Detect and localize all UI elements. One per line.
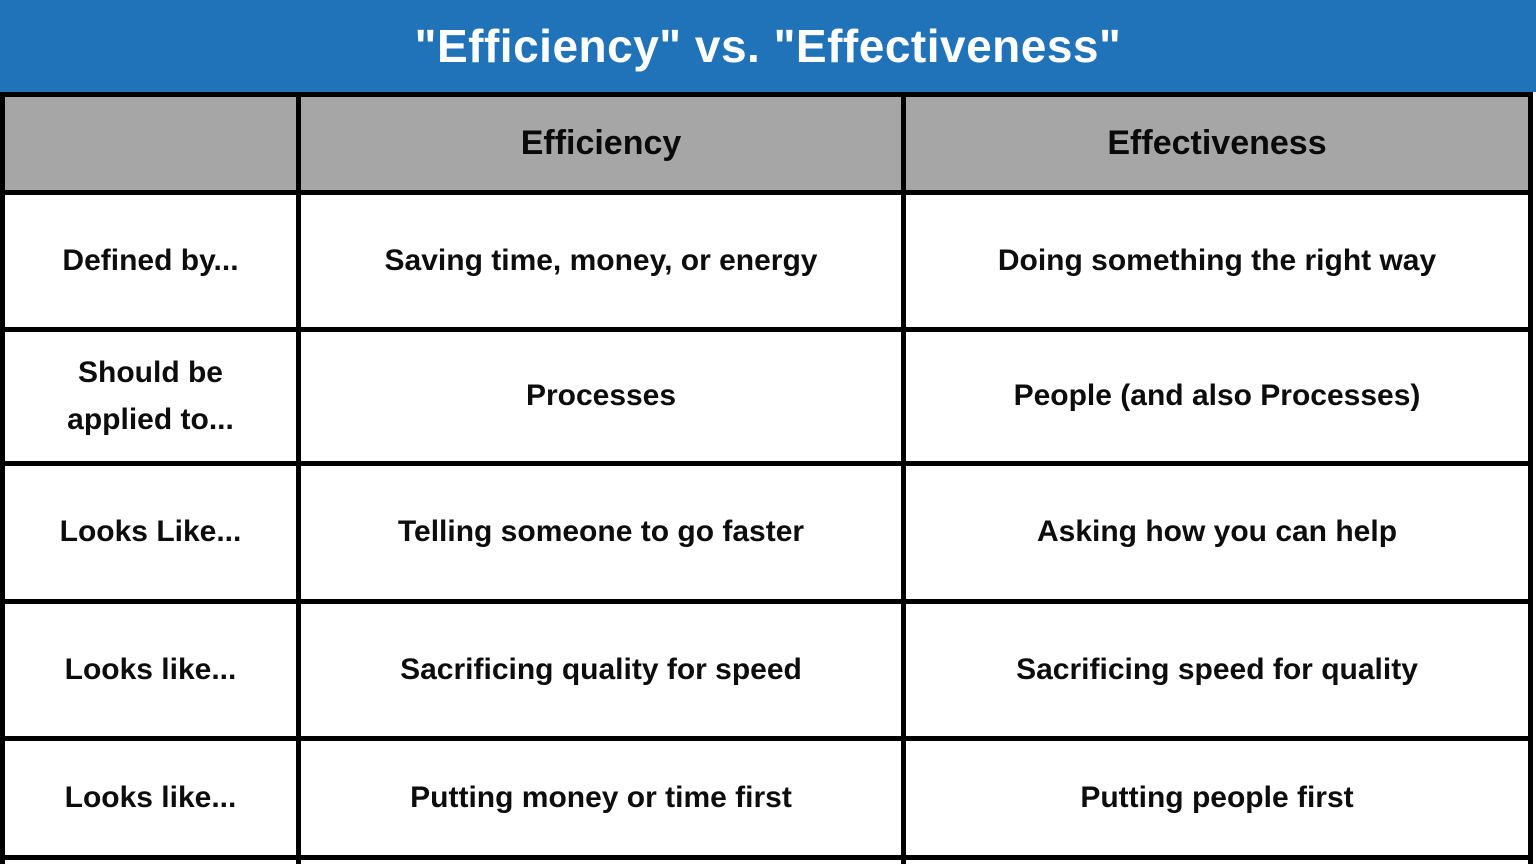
table-cell-cutoff-row-efficiency <box>301 860 901 864</box>
row-header-looks-like-2: Looks like... <box>5 604 296 736</box>
column-header-effectiveness: Effectiveness <box>906 97 1528 190</box>
table-cell-efficiency-looks-like-3: Putting money or time first <box>301 741 901 855</box>
table-cell-efficiency-looks-like-1: Telling someone to go faster <box>301 466 901 599</box>
corner-header-cell <box>5 97 296 190</box>
row-header-applied-to: Should be applied to... <box>5 332 296 461</box>
table-cell-cutoff-row-label <box>5 860 296 864</box>
title-banner: "Efficiency" vs. "Effectiveness" <box>0 0 1536 92</box>
table-cell-effectiveness-applied-to: People (and also Processes) <box>906 332 1528 461</box>
page-title: "Efficiency" vs. "Effectiveness" <box>414 20 1122 72</box>
table-cell-efficiency-looks-like-2: Sacrificing quality for speed <box>301 604 901 736</box>
table-cell-efficiency-applied-to: Processes <box>301 332 901 461</box>
column-header-efficiency: Efficiency <box>301 97 901 190</box>
table-cell-efficiency-defined-by: Saving time, money, or energy <box>301 195 901 327</box>
table-cell-cutoff-row-effectiveness <box>906 860 1528 864</box>
table-cell-effectiveness-looks-like-2: Sacrificing speed for quality <box>906 604 1528 736</box>
comparison-table: Efficiency Effectiveness Defined by... S… <box>0 92 1533 864</box>
row-header-looks-like-3: Looks like... <box>5 741 296 855</box>
row-header-looks-like-1: Looks Like... <box>5 466 296 599</box>
row-header-defined-by: Defined by... <box>5 195 296 327</box>
table-cell-effectiveness-looks-like-1: Asking how you can help <box>906 466 1528 599</box>
table-cell-effectiveness-looks-like-3: Putting people first <box>906 741 1528 855</box>
table-cell-effectiveness-defined-by: Doing something the right way <box>906 195 1528 327</box>
